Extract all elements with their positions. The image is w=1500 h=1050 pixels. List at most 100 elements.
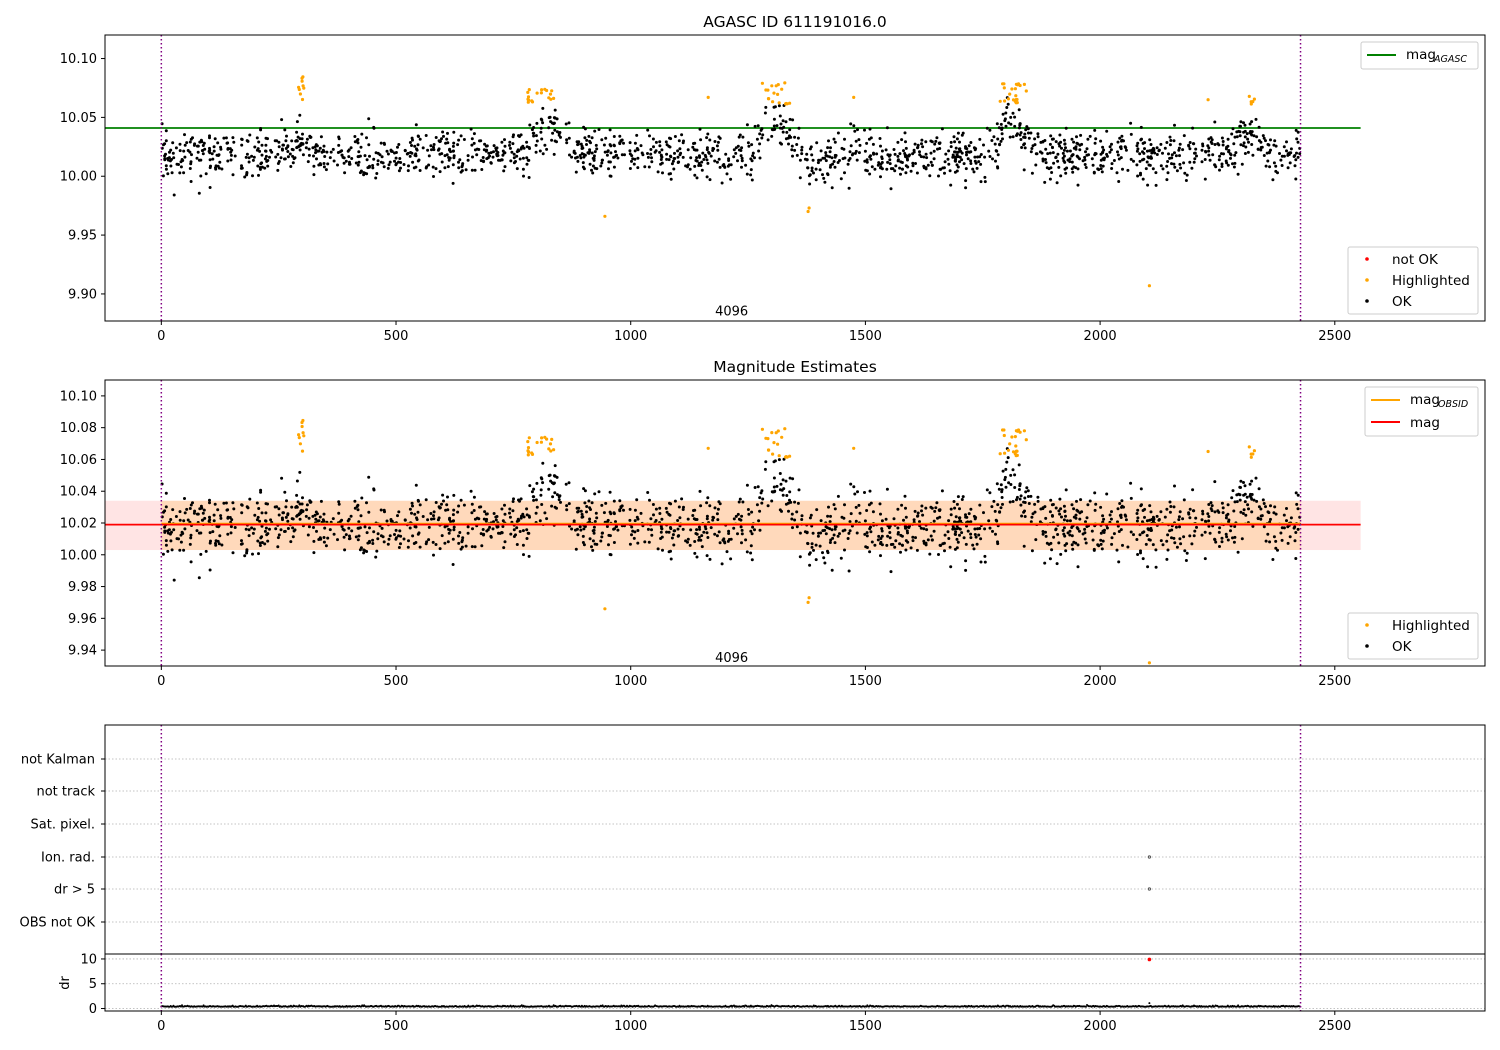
ok-point (985, 488, 989, 492)
ok-point (865, 534, 869, 538)
ok-point (1225, 535, 1229, 539)
ok-point (164, 539, 168, 543)
ok-point (475, 153, 479, 157)
ok-point (932, 149, 936, 153)
ok-point (1064, 171, 1068, 175)
ok-point (1080, 142, 1084, 146)
ok-point (904, 506, 907, 510)
ok-point (612, 155, 616, 159)
ok-point (196, 150, 200, 154)
ok-point (350, 157, 354, 160)
highlighted-point (852, 446, 856, 450)
ok-point (503, 512, 507, 516)
ok-point (541, 152, 545, 156)
ok-point (766, 138, 770, 142)
ok-point (1013, 115, 1017, 119)
ok-point (429, 144, 433, 148)
ok-point (612, 499, 616, 503)
ok-point (1145, 534, 1149, 537)
legend-ok-swatch (1365, 299, 1369, 303)
ok-point (1239, 486, 1242, 489)
ok-point (581, 534, 585, 538)
highlighted-point (547, 447, 551, 451)
ok-point (823, 180, 827, 184)
ok-point (667, 530, 671, 534)
ok-point (1120, 499, 1124, 503)
ok-point (817, 531, 821, 535)
ok-point (884, 148, 888, 152)
ok-point (693, 173, 697, 177)
ok-point (732, 526, 736, 530)
ok-point (517, 518, 521, 522)
ok-point (1271, 178, 1275, 182)
ok-point (429, 512, 433, 515)
ok-point (1279, 531, 1283, 535)
ok-point (1083, 527, 1087, 531)
ok-point (686, 537, 690, 541)
ok-point (636, 541, 640, 545)
ok-point (240, 164, 243, 168)
ok-point (608, 128, 612, 132)
ok-point (1027, 502, 1031, 505)
highlighted-point (549, 449, 553, 453)
ok-point (879, 144, 882, 148)
ok-point (274, 155, 278, 159)
ok-point (301, 496, 304, 500)
ok-point (189, 536, 193, 540)
ok-point (781, 493, 785, 497)
ok-point (922, 164, 926, 168)
ok-point (824, 532, 828, 536)
ok-point (1220, 501, 1224, 505)
ok-point (929, 160, 933, 164)
ok-point (693, 508, 697, 512)
ok-point (512, 535, 516, 538)
flag-label: not Kalman (21, 753, 95, 768)
ok-point (452, 493, 456, 497)
ok-point (171, 151, 175, 155)
ok-point (512, 133, 515, 137)
ok-point (885, 543, 889, 547)
ok-point (659, 162, 663, 166)
ok-point (204, 172, 208, 176)
legend-not-ok-label: not OK (1392, 252, 1439, 268)
ok-point (994, 159, 997, 163)
ok-point (863, 159, 867, 163)
ok-point (291, 148, 295, 152)
ok-point (482, 533, 485, 537)
x-tick-label: 2000 (1084, 674, 1117, 689)
ok-point (458, 531, 462, 534)
panel-agasc-frame (104, 34, 1486, 322)
ok-point (1088, 134, 1092, 138)
ok-point (856, 128, 859, 132)
ok-point (833, 541, 837, 545)
ok-point (740, 146, 744, 150)
ok-point (260, 153, 264, 157)
ok-point (1154, 183, 1158, 187)
ok-point (535, 481, 539, 485)
ok-point (914, 162, 917, 165)
highlighted-point (706, 95, 710, 99)
ok-point (734, 514, 738, 518)
ok-point (1292, 526, 1296, 530)
ok-point (904, 515, 908, 519)
ok-point (780, 142, 783, 146)
ok-point (669, 155, 673, 159)
ok-point (1025, 486, 1029, 490)
ok-point (1049, 166, 1053, 170)
y-tick-label: 10.02 (60, 517, 97, 532)
ok-point (676, 149, 680, 153)
ok-point (873, 167, 877, 171)
ok-point (996, 503, 1000, 507)
ok-point (590, 136, 594, 140)
ok-point (588, 520, 592, 524)
ok-point (772, 476, 776, 480)
ok-point (964, 179, 968, 183)
ok-point (913, 509, 917, 513)
ok-point (170, 171, 174, 175)
ok-point (1295, 151, 1298, 155)
ok-point (1207, 146, 1211, 150)
ok-point (740, 165, 743, 169)
ok-point (1267, 151, 1271, 155)
ok-point (1090, 157, 1094, 161)
ok-point (879, 540, 883, 544)
